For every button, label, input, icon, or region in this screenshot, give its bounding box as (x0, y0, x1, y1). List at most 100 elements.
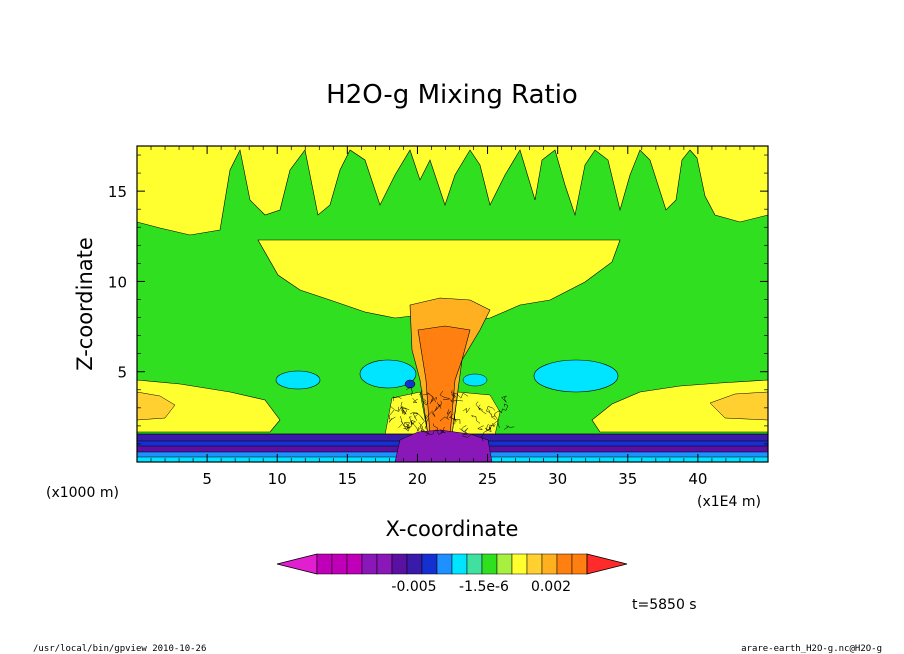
contour-scribble (488, 409, 496, 421)
x-tick-label: 35 (618, 470, 637, 488)
x-axis-label: X-coordinate (386, 517, 519, 541)
x-axis-unit: (x1E4 m) (697, 494, 761, 510)
footer-right: arare-earth_H2O-g.nc@H2O-g (741, 644, 882, 654)
contour-scribble (422, 400, 429, 406)
time-annotation: t=5850 s (632, 597, 697, 613)
contour-scribble (389, 416, 396, 423)
contour-scribble (491, 410, 501, 418)
contour-scribble (406, 416, 412, 427)
y-axis-label: Z-coordinate (73, 237, 97, 371)
colorbar (276, 553, 628, 575)
contour-scribble (462, 434, 471, 438)
colorbar-segment (511, 553, 528, 575)
purple-core-base (394, 429, 493, 462)
contour-scribble (463, 427, 470, 435)
colorbar-segment (496, 553, 513, 575)
contour-scribble (403, 421, 413, 429)
contour-scribble (503, 425, 515, 430)
colorbar-segment (421, 553, 438, 575)
contour-scribble (429, 396, 437, 405)
contour-scribble (471, 415, 481, 424)
contour-scribble (477, 425, 484, 431)
contour-scribble (486, 406, 496, 413)
contour-scribble (452, 418, 458, 422)
colorbar-segment (406, 553, 423, 575)
colorbar-segment (541, 553, 558, 575)
contour-scribble (419, 416, 425, 427)
colorbar-label: 0.002 (531, 579, 571, 595)
contour-scribble (478, 404, 484, 411)
colorbar-segment (391, 553, 408, 575)
chart-title: H2O-g Mixing Ratio (326, 80, 578, 110)
y-tick-label: 5 (117, 364, 127, 382)
x-tick-label: 10 (268, 470, 287, 488)
contour-scribble (414, 412, 421, 421)
core-base-yellow-right (451, 391, 501, 436)
plot-frame (136, 145, 769, 463)
orange-side-lobe-right (709, 391, 768, 421)
contour-scribble (437, 400, 442, 407)
colorbar-max-triangle (586, 553, 628, 575)
colorbar-labels: -0.005 -1.5e-6 0.002 (391, 579, 571, 595)
contour-scribble (454, 410, 461, 424)
contour-scribble (440, 429, 446, 434)
colorbar-segment (361, 553, 378, 575)
colorbar-segment (346, 553, 363, 575)
colorbar-segment (466, 553, 483, 575)
lower-yellow-band-right (591, 379, 768, 433)
contour-scribble (401, 408, 407, 415)
contour-scribble (412, 397, 418, 404)
contour-scribble (410, 419, 416, 425)
cyan-patch (275, 370, 321, 390)
contour-scribble (419, 390, 427, 402)
heatmap-plot (137, 146, 768, 462)
contour-scribble (485, 423, 492, 432)
cyan-patch (533, 359, 619, 393)
x-tick-label: 25 (478, 470, 497, 488)
colorbar-segment (451, 553, 468, 575)
contour-scribble (420, 429, 430, 436)
orange-side-lobe-left (137, 391, 176, 421)
contour-scribble (432, 423, 440, 435)
contour-scribble (481, 427, 489, 442)
upper-yellow-band (137, 146, 768, 236)
contour-scribble (424, 418, 429, 429)
core-orange (417, 325, 471, 436)
colorbar-segment (436, 553, 453, 575)
colorbar-segment (481, 553, 498, 575)
cyan-patch (359, 359, 417, 389)
colorbar-segment (571, 553, 588, 575)
footer-left: /usr/local/bin/gpview 2010-10-26 (33, 644, 206, 654)
contour-scribble (462, 407, 471, 414)
contour-scribble (440, 416, 450, 422)
y-tick-label: 15 (108, 183, 127, 201)
contour-scribble (423, 393, 434, 401)
contour-scribble (428, 429, 437, 435)
contour-scribble (392, 396, 402, 401)
contour-scribbles (388, 386, 515, 442)
x-axis: 5 10 15 20 25 30 35 40 (150, 146, 755, 488)
x-tick-label: 15 (338, 470, 357, 488)
contour-scribble (416, 425, 422, 432)
colorbar-segment (316, 553, 333, 575)
colorbar-segment (556, 553, 573, 575)
contour-scribble (403, 425, 409, 432)
y-axis-unit: (x1000 m) (46, 485, 119, 501)
contour-scribble (493, 420, 498, 428)
contour-scribble (425, 410, 433, 420)
x-tick-label: 40 (688, 470, 707, 488)
contour-scribble (431, 404, 441, 417)
contour-scribble (399, 406, 407, 416)
x-tick-label: 30 (548, 470, 567, 488)
lower-yellow-band (137, 379, 281, 433)
colorbar-label: -1.5e-6 (459, 579, 509, 595)
contour-scribble (451, 390, 455, 399)
x-tick-label: 5 (202, 470, 212, 488)
contour-scribble (405, 423, 411, 430)
colorbar-segment (331, 553, 348, 575)
contour-scribble (388, 410, 394, 420)
colorbar-label: -0.005 (391, 579, 436, 595)
contour-scribble (489, 422, 495, 431)
contour-scribble (446, 409, 452, 419)
contour-scribble (390, 406, 400, 412)
